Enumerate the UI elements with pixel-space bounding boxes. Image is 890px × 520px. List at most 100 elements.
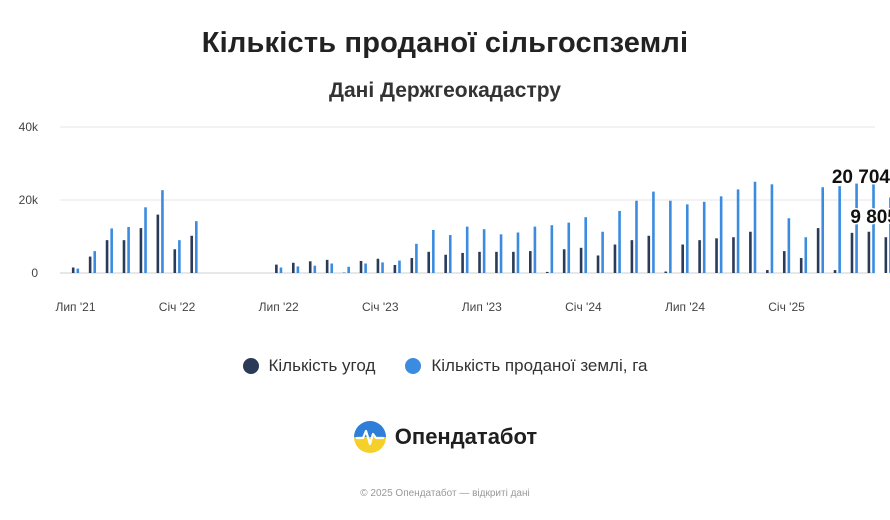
bar-area [753,181,757,273]
y-tick-label: 40k [19,120,39,134]
bar-deals [833,270,837,273]
bar-area [364,263,367,273]
bar-area [516,232,520,273]
bar-chart: 0 20k 40k Лип '21 Січ '22 Лип '22 Січ '23 Лип '… [19,120,890,314]
x-tick-label: Лип '24 [665,300,705,314]
bar-deals [88,256,92,273]
y-tick-label: 20k [19,193,39,207]
chart-title: Кількість проданої сільгоспземлі [201,27,689,59]
bar-deals [529,251,532,273]
bar-area [93,251,97,273]
bar-deals [884,237,888,273]
bar-area [499,234,503,273]
bar-area [76,268,80,273]
bar-deals [512,251,515,273]
bar-area [821,187,825,273]
bar-deals [122,240,126,273]
bar-area [161,190,164,273]
bar-area [482,229,486,273]
x-tick-label: Січ '23 [362,300,399,314]
legend-marker-deals [242,358,259,374]
bar-area [855,183,858,273]
bar-area [432,229,435,273]
legend-item-area[interactable]: Кількість проданої землі, га [405,356,648,376]
bar-area [279,267,283,273]
bar-deals [647,235,651,273]
bar-deals [359,260,363,273]
bar-area [110,228,113,273]
x-tick-label: Січ '24 [565,300,602,314]
bar-deals [850,232,854,273]
bar-area [804,237,808,273]
bar-deals [376,258,380,273]
data-label: 20 704.13 [832,167,890,188]
bar-deals [562,249,566,273]
bar-area [178,240,181,273]
bar-deals [139,228,143,273]
bar-area [618,210,621,273]
bar-area [296,266,300,273]
opendatabot-logo-icon [353,421,386,453]
x-tick-label: Лип '21 [55,300,95,314]
legend-label-deals: Кількість угод [268,356,376,375]
bar-deals [275,264,278,273]
bar-deals [156,214,160,273]
bar-deals [393,264,397,273]
bar-deals [495,251,498,273]
bar-deals [461,252,464,273]
bar-deals [630,240,634,273]
bar-deals [105,240,109,273]
bar-deals [613,244,617,273]
bar-deals [291,262,295,273]
x-tick-label: Лип '23 [462,300,502,314]
bar-area [195,221,198,273]
brand: Опендатабот [0,420,890,454]
bar-area [127,227,130,273]
bar-area [144,207,147,273]
bar-area [770,184,774,273]
bar-deals [579,247,583,273]
x-tick-label: Січ '22 [159,300,196,314]
bar-area [567,222,571,273]
bar-deals [427,251,431,273]
bar-deals [190,235,194,273]
bar-deals [173,249,177,273]
bar-area [448,235,452,273]
bar-deals [782,251,786,273]
bar-area [398,260,401,273]
legend-marker-area [405,358,422,374]
bar-deals [596,255,600,273]
legend: Кількість угод Кількість проданої землі,… [0,356,890,376]
bar-area [872,183,875,273]
bar-area [330,263,334,273]
bar-deals [799,258,803,273]
data-label: 9 805 [850,207,890,228]
bar-deals [732,237,735,273]
bar-deals [749,231,752,273]
bar-area [465,226,469,273]
brand-name: Опендатабот [394,424,538,449]
bar-area [601,231,604,273]
legend-item-deals[interactable]: Кількість угод [242,356,376,376]
x-tick-label: Січ '25 [768,300,805,314]
bar-deals [478,251,481,273]
bar-deals [715,238,718,273]
bar-deals [867,231,871,273]
bar-deals [308,261,312,273]
bar-deals [444,254,447,273]
bar-area [669,200,672,273]
bar-area [736,189,740,273]
bar-area [533,226,537,273]
bar-deals [410,258,414,273]
footer-copyright: © 2025 Опендатабот — відкриті дані [360,488,530,499]
bar-area [550,225,554,273]
bar-area [381,262,384,273]
bar-area [685,204,689,273]
bar-deals [325,259,329,273]
bar-area [584,217,587,273]
legend-label-area: Кількість проданої землі, га [431,356,648,375]
bar-area [347,266,350,273]
bar-area [838,186,841,273]
bar-deals [681,244,684,273]
bar-area [702,201,706,273]
